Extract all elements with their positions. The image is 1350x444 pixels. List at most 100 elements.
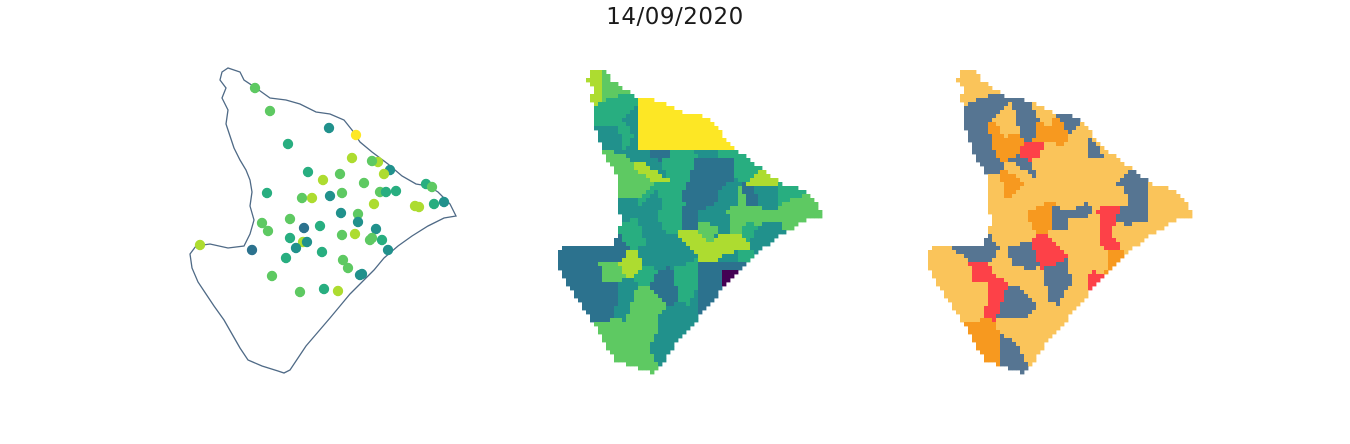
municipality-cell <box>1056 190 1061 195</box>
municipality-cell <box>638 226 643 231</box>
municipality-cell <box>686 218 691 223</box>
municipality-cell <box>1036 142 1041 147</box>
municipality-cell <box>606 98 611 103</box>
municipality-cell <box>1000 346 1005 351</box>
municipality-cell <box>670 278 675 283</box>
station-point <box>334 168 346 180</box>
municipality-cell <box>1032 238 1037 243</box>
municipality-cell <box>1032 246 1037 251</box>
municipality-cell <box>618 86 623 91</box>
municipality-cell <box>698 158 703 163</box>
municipality-cell <box>630 354 635 359</box>
municipality-cell <box>670 326 675 331</box>
municipality-cell <box>694 290 699 295</box>
municipality-cell <box>1068 126 1073 131</box>
municipality-cell <box>598 306 603 311</box>
municipality-cell <box>650 110 655 115</box>
municipality-cell <box>1056 194 1061 199</box>
municipality-cell <box>984 166 989 171</box>
municipality-cell <box>992 198 997 203</box>
municipality-cell <box>1056 298 1061 303</box>
municipality-cell <box>602 266 607 271</box>
municipality-cell <box>1036 178 1041 183</box>
municipality-cell <box>1000 198 1005 203</box>
municipality-cell <box>634 282 639 287</box>
municipality-cell <box>1076 238 1081 243</box>
municipality-cell <box>702 218 707 223</box>
municipality-cell <box>658 218 663 223</box>
municipality-cell <box>674 226 679 231</box>
municipality-cell <box>1044 210 1049 215</box>
municipality-cell <box>634 362 639 367</box>
municipality-cell <box>996 322 1001 327</box>
municipality-cell <box>762 198 767 203</box>
municipality-cell <box>622 354 627 359</box>
municipality-cell <box>992 214 997 219</box>
municipality-cell <box>726 186 731 191</box>
municipality-cell <box>634 326 639 331</box>
municipality-cell <box>730 258 735 263</box>
municipality-cell <box>590 94 595 99</box>
municipality-cell <box>960 290 965 295</box>
station-point <box>352 208 364 220</box>
municipality-cell <box>590 286 595 291</box>
municipality-cell <box>1044 182 1049 187</box>
municipality-cell <box>594 266 599 271</box>
municipality-cell <box>1064 242 1069 247</box>
municipality-cell <box>710 166 715 171</box>
municipality-cell <box>594 278 599 283</box>
municipality-cell <box>1060 134 1065 139</box>
municipality-cell <box>662 118 667 123</box>
municipality-cell <box>932 258 937 263</box>
municipality-cell <box>1048 166 1053 171</box>
municipality-cell <box>996 338 1001 343</box>
municipality-cell <box>662 158 667 163</box>
municipality-cell <box>754 214 759 219</box>
municipality-cell <box>678 282 683 287</box>
municipality-cell <box>678 214 683 219</box>
municipality-cell <box>642 298 647 303</box>
municipality-cell <box>1092 242 1097 247</box>
municipality-cell <box>626 278 631 283</box>
municipality-cell <box>690 214 695 219</box>
municipality-cell <box>638 294 643 299</box>
municipality-cell <box>1112 206 1117 211</box>
municipality-cell <box>718 270 723 275</box>
municipality-cell <box>964 82 969 87</box>
municipality-cell <box>646 246 651 251</box>
municipality-cell <box>758 166 763 171</box>
municipality-cell <box>726 238 731 243</box>
municipality-cell <box>1108 254 1113 259</box>
municipality-cell <box>1004 154 1009 159</box>
municipality-cell <box>594 322 599 327</box>
municipality-cell <box>1040 146 1045 151</box>
municipality-cell <box>682 198 687 203</box>
municipality-cell <box>738 218 743 223</box>
municipality-cell <box>714 218 719 223</box>
municipality-cell <box>1012 246 1017 251</box>
municipality-cell <box>602 94 607 99</box>
municipality-cell <box>598 302 603 307</box>
municipality-cell <box>1092 262 1097 267</box>
municipality-cell <box>1108 262 1113 267</box>
municipality-cell <box>1084 270 1089 275</box>
municipality-cell <box>1064 318 1069 323</box>
municipality-cell <box>718 266 723 271</box>
municipality-cell <box>638 190 643 195</box>
municipality-cell <box>1040 182 1045 187</box>
municipality-cell <box>622 142 627 147</box>
municipality-cell <box>790 210 795 215</box>
municipality-cell <box>658 270 663 275</box>
municipality-cell <box>730 266 735 271</box>
municipality-cell <box>1016 302 1021 307</box>
municipality-cell <box>1028 130 1033 135</box>
municipality-cell <box>662 290 667 295</box>
municipality-cell <box>658 162 663 167</box>
municipality-cell <box>654 134 659 139</box>
municipality-cell <box>762 214 767 219</box>
municipality-cell <box>940 282 945 287</box>
municipality-cell <box>654 202 659 207</box>
municipality-cell <box>1036 206 1041 211</box>
municipality-cell <box>678 118 683 123</box>
municipality-cell <box>702 150 707 155</box>
